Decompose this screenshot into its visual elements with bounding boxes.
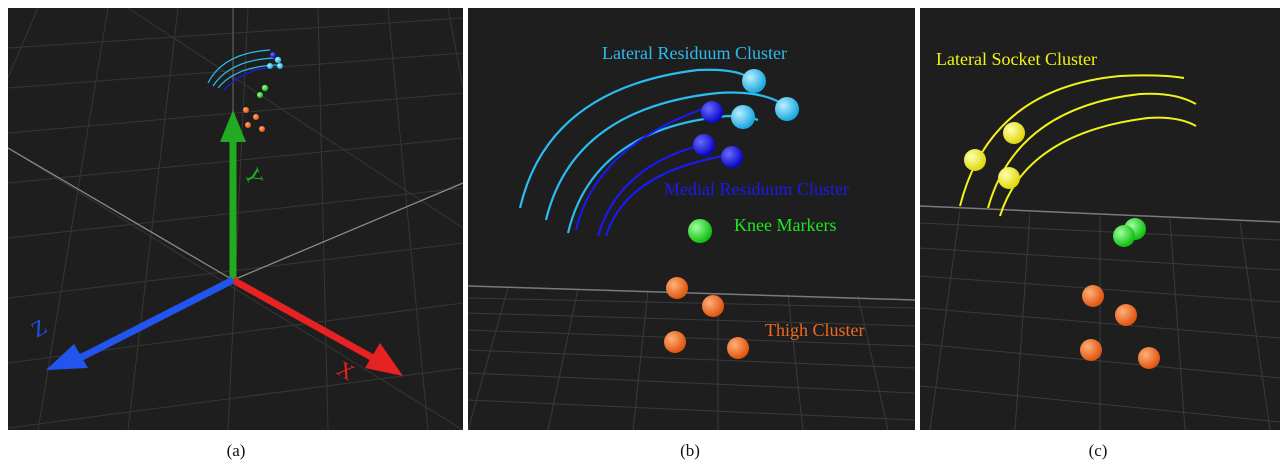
thigh-marker [1080, 339, 1102, 361]
lateral-residuum-marker [775, 97, 799, 121]
lateral-socket-marker [964, 149, 986, 171]
panel-c-scene: Lateral Socket Cluster [920, 49, 1280, 430]
y-axis-label: Y [239, 164, 268, 189]
lateral-socket-label: Lateral Socket Cluster [936, 49, 1097, 69]
mini-knee-marker [261, 84, 269, 92]
floor-grid [920, 209, 1280, 430]
panel-a-scene: Y X Z [8, 8, 463, 430]
lateral-socket-marker [1003, 122, 1025, 144]
panel-a-coordinate-view: Y X Z [8, 8, 463, 430]
medial-residuum-marker [701, 101, 723, 123]
caption-c: (c) [1088, 441, 1108, 460]
thigh-marker [1138, 347, 1160, 369]
thigh-marker [664, 331, 686, 353]
floor-grid [468, 287, 915, 430]
mini-knee-marker [257, 92, 263, 98]
thigh-marker [727, 337, 749, 359]
medial-residuum-marker [721, 146, 743, 168]
lateral-residuum-arcs [518, 68, 787, 234]
medial-residuum-marker [693, 134, 715, 156]
thigh-marker [666, 277, 688, 299]
mini-thigh-marker [243, 107, 249, 113]
knee-marker [688, 219, 712, 243]
lateral-socket-marker [998, 167, 1020, 189]
y-axis-arrow: Y [220, 110, 269, 280]
knee-marker [1113, 225, 1135, 247]
caption-a: (a) [226, 441, 246, 460]
mini-lateral-marker [277, 63, 283, 69]
panel-b-scene: Lateral Residuum Cluster Medial Residuum… [468, 43, 915, 430]
thigh-cluster-label: Thigh Cluster [765, 320, 865, 340]
thigh-marker [1082, 285, 1104, 307]
lateral-residuum-label: Lateral Residuum Cluster [602, 43, 787, 63]
x-axis-arrow: X [231, 276, 403, 386]
mini-lateral-marker [274, 56, 282, 64]
x-axis-label: X [333, 356, 359, 386]
medial-residuum-arcs [574, 102, 725, 237]
horizon-line [920, 205, 1280, 223]
thigh-marker [702, 295, 724, 317]
mini-thigh-marker [245, 122, 251, 128]
mini-medial-marker [270, 52, 276, 58]
lateral-residuum-marker [731, 105, 755, 129]
z-axis-label: Z [27, 314, 51, 342]
lateral-residuum-marker [742, 69, 766, 93]
panel-c-socket-view: Lateral Socket Cluster [920, 8, 1280, 430]
mini-thigh-marker [259, 126, 265, 132]
horizon-line [468, 285, 915, 301]
caption-b: (b) [680, 441, 700, 460]
mini-thigh-marker [253, 114, 259, 120]
lateral-socket-arcs [959, 74, 1197, 217]
thigh-marker [1115, 304, 1137, 326]
knee-markers-label: Knee Markers [734, 215, 836, 235]
mini-lateral-marker [267, 63, 273, 69]
medial-residuum-label: Medial Residuum Cluster [664, 179, 849, 199]
panel-b-residuum-view: Lateral Residuum Cluster Medial Residuum… [468, 8, 915, 430]
